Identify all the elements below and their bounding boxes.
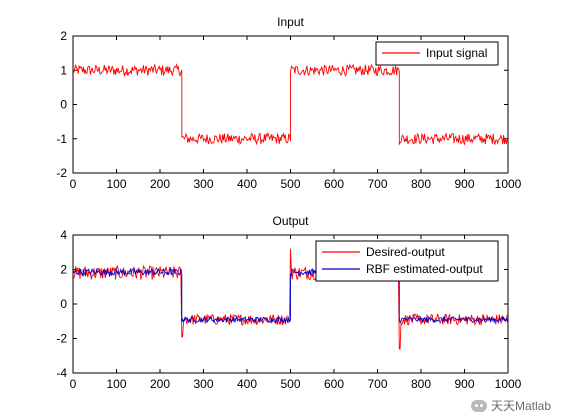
- x-tick-label: 900: [454, 377, 474, 391]
- watermark: 天天Matlab: [470, 397, 551, 414]
- chart-title: Output: [272, 214, 309, 228]
- y-tick-label: -2: [56, 166, 67, 180]
- x-tick-label: 700: [367, 377, 387, 391]
- watermark-text: 天天Matlab: [490, 399, 551, 413]
- x-tick-label: 100: [106, 177, 126, 191]
- x-tick-label: 400: [237, 177, 257, 191]
- series-line-1: [73, 63, 508, 146]
- x-tick-label: 600: [324, 377, 344, 391]
- x-tick-label: 400: [237, 377, 257, 391]
- y-tick-label: 0: [60, 98, 67, 112]
- x-tick-label: 900: [454, 177, 474, 191]
- series-line-2: [73, 267, 508, 325]
- y-tick-label: 1: [60, 63, 67, 77]
- x-tick-label: 200: [150, 177, 170, 191]
- chart-title: Input: [277, 15, 304, 29]
- y-tick-label: -1: [56, 132, 67, 146]
- x-tick-label: 300: [193, 377, 213, 391]
- x-tick-label: 700: [367, 177, 387, 191]
- y-tick-label: -2: [56, 332, 67, 346]
- x-tick-label: 0: [70, 377, 77, 391]
- legend-label-1: Input signal: [426, 46, 487, 60]
- x-tick-label: 0: [70, 177, 77, 191]
- legend-box: [315, 240, 499, 282]
- x-tick-label: 800: [411, 177, 431, 191]
- x-tick-label: 800: [411, 377, 431, 391]
- y-tick-label: 4: [60, 228, 67, 242]
- chart-panel-2: Output 0 100 200 300 400 500 600 700 800 900 1000 -4…: [56, 214, 521, 391]
- legend-label-1: Desired-output: [366, 245, 445, 259]
- legend-box: [375, 41, 499, 66]
- x-tick-label: 600: [324, 177, 344, 191]
- x-tick-label: 500: [280, 377, 300, 391]
- legend: Desired-output RBF estimated-output: [315, 240, 499, 282]
- x-tick-label: 100: [106, 377, 126, 391]
- legend-label-2: RBF estimated-output: [366, 262, 483, 276]
- wechat-icon: [470, 399, 487, 412]
- x-tick-label: 1000: [495, 177, 522, 191]
- x-tick-label: 1000: [495, 377, 522, 391]
- y-tick-label: -4: [56, 366, 67, 380]
- x-tick-label: 200: [150, 377, 170, 391]
- y-tick-label: 2: [60, 29, 67, 43]
- x-tick-label: 500: [280, 177, 300, 191]
- x-tick-label: 300: [193, 177, 213, 191]
- chart-panel-1: Input 0 100 200 300 400 500 600 700 800 900 1000 -2 -…: [56, 15, 521, 191]
- y-tick-label: 0: [60, 297, 67, 311]
- y-tick-label: 2: [60, 263, 67, 277]
- legend: Input signal: [375, 41, 499, 66]
